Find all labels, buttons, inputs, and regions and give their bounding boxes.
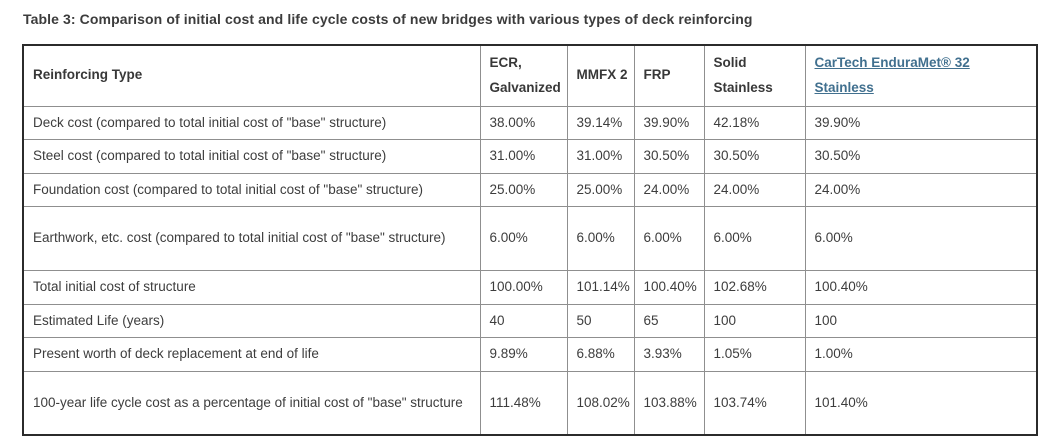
cell-value: 100.00%	[479, 270, 568, 305]
cell-value: 24.00%	[703, 172, 806, 208]
cell-value: 31.00%	[479, 139, 568, 174]
cell-value: 30.50%	[633, 139, 705, 174]
cell-value: 100.40%	[633, 270, 705, 305]
cell-value: 3.93%	[633, 337, 705, 372]
row-label: Deck cost (compared to total initial cos…	[22, 105, 481, 141]
table-row-estimated-life: Estimated Life (years) 40 50 65 100 100	[22, 303, 1038, 339]
header-frp: FRP	[633, 44, 705, 107]
cell-value: 31.00%	[566, 139, 635, 174]
cell-value: 25.00%	[566, 172, 635, 208]
row-label: Steel cost (compared to total initial co…	[22, 139, 481, 174]
cell-value: 6.00%	[479, 206, 568, 272]
cell-value: 102.68%	[703, 270, 806, 305]
cell-value: 65	[633, 303, 705, 339]
cell-value: 6.88%	[566, 337, 635, 372]
row-label: Total initial cost of structure	[22, 270, 481, 305]
cell-value: 6.00%	[566, 206, 635, 272]
cell-value: 24.00%	[804, 172, 1038, 208]
header-reinforcing-type: Reinforcing Type	[22, 44, 481, 107]
table-row-foundation-cost: Foundation cost (compared to total initi…	[22, 172, 1038, 208]
header-solid-stainless: Solid Stainless	[703, 44, 806, 107]
cartech-enduramet-32-stainless-link[interactable]: CarTech EnduraMet® 32 Stainless	[814, 55, 970, 95]
row-label: Earthwork, etc. cost (compared to total …	[22, 206, 481, 272]
cell-value: 50	[566, 303, 635, 339]
header-row: Reinforcing Type ECR, Galvanized MMFX 2 …	[22, 44, 1038, 107]
table-row-deck-cost: Deck cost (compared to total initial cos…	[22, 105, 1038, 141]
cell-value: 1.00%	[804, 337, 1038, 372]
cell-value: 6.00%	[804, 206, 1038, 272]
cell-value: 40	[479, 303, 568, 339]
cell-value: 101.14%	[566, 270, 635, 305]
cell-value: 108.02%	[566, 370, 635, 436]
cell-value: 25.00%	[479, 172, 568, 208]
row-label: Estimated Life (years)	[22, 303, 481, 339]
cell-value: 30.50%	[703, 139, 806, 174]
cell-value: 101.40%	[804, 370, 1038, 436]
cell-value: 100	[703, 303, 806, 339]
cell-value: 39.90%	[633, 105, 705, 141]
table-row-total-initial-cost: Total initial cost of structure 100.00% …	[22, 270, 1038, 305]
cell-value: 100	[804, 303, 1038, 339]
cell-value: 39.90%	[804, 105, 1038, 141]
cell-value: 30.50%	[804, 139, 1038, 174]
cell-value: 9.89%	[479, 337, 568, 372]
table-row-steel-cost: Steel cost (compared to total initial co…	[22, 139, 1038, 174]
cell-value: 100.40%	[804, 270, 1038, 305]
table-row-life-cycle-cost: 100-year life cycle cost as a percentage…	[22, 370, 1038, 436]
header-mmfx-2: MMFX 2	[566, 44, 635, 107]
row-label: Foundation cost (compared to total initi…	[22, 172, 481, 208]
cell-value: 6.00%	[703, 206, 806, 272]
cell-value: 24.00%	[633, 172, 705, 208]
cell-value: 39.14%	[566, 105, 635, 141]
cell-value: 111.48%	[479, 370, 568, 436]
table-row-present-worth: Present worth of deck replacement at end…	[22, 337, 1038, 372]
header-cartech-enduramet: CarTech EnduraMet® 32 Stainless	[804, 44, 1038, 107]
cell-value: 103.88%	[633, 370, 705, 436]
cell-value: 103.74%	[703, 370, 806, 436]
row-label: Present worth of deck replacement at end…	[22, 337, 481, 372]
cell-value: 42.18%	[703, 105, 806, 141]
table-row-earthwork-cost: Earthwork, etc. cost (compared to total …	[22, 206, 1038, 272]
table-caption: Table 3: Comparison of initial cost and …	[23, 11, 753, 27]
cell-value: 38.00%	[479, 105, 568, 141]
cell-value: 1.05%	[703, 337, 806, 372]
cell-value: 6.00%	[633, 206, 705, 272]
header-ecr-galvanized: ECR, Galvanized	[479, 44, 568, 107]
cost-comparison-table: Reinforcing Type ECR, Galvanized MMFX 2 …	[22, 44, 1038, 437]
row-label: 100-year life cycle cost as a percentage…	[22, 370, 481, 436]
